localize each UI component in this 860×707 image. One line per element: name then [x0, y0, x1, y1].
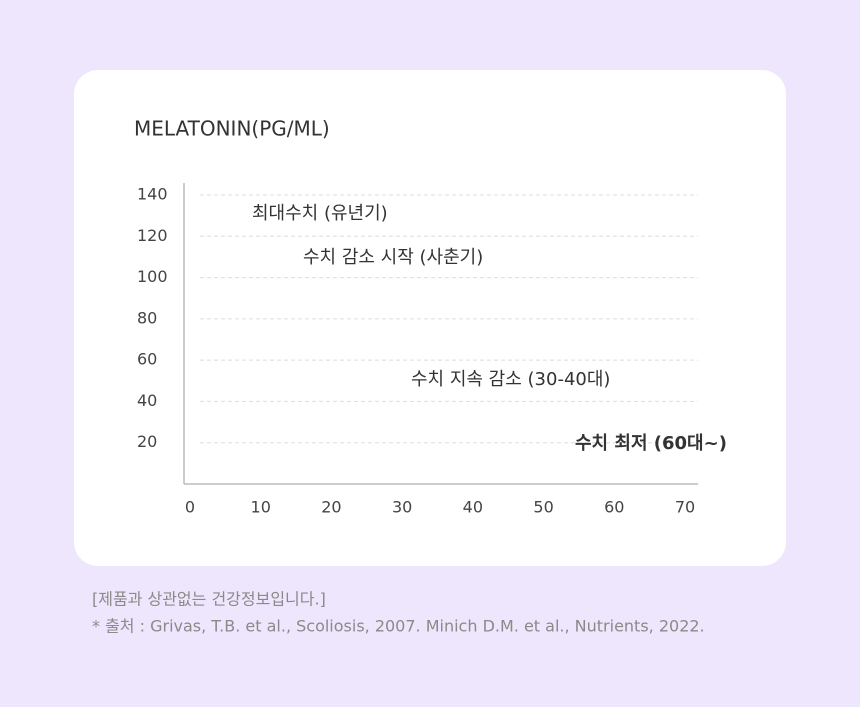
annotation: 최대수치 (유년기): [252, 203, 388, 224]
chart-title: MELATONIN(PG/ML): [134, 117, 330, 141]
y-tick-label: 100: [137, 267, 168, 286]
note: * 출처 : Grivas, T.B. et al., Scoliosis, 2…: [92, 617, 705, 636]
y-tick-label: 120: [137, 226, 168, 245]
x-tick-label: 70: [675, 498, 695, 517]
annotation: 수치 지속 감소 (30-40대): [411, 369, 610, 390]
x-tick-label: 0: [185, 498, 195, 517]
annotation: 수치 감소 시작 (사춘기): [303, 247, 483, 268]
y-tick-label: 60: [137, 350, 157, 369]
x-tick-label: 40: [463, 498, 483, 517]
y-tick-label: 40: [137, 391, 157, 410]
y-tick-label: 140: [137, 185, 168, 204]
x-tick-label: 10: [251, 498, 271, 517]
x-tick-label: 20: [321, 498, 341, 517]
y-tick-label: 20: [137, 432, 157, 451]
x-tick-label: 50: [533, 498, 553, 517]
note: [제품과 상관없는 건강정보입니다.]: [92, 590, 326, 609]
x-tick-label: 30: [392, 498, 412, 517]
x-tick-label: 60: [604, 498, 624, 517]
card: [74, 70, 786, 566]
y-tick-label: 80: [137, 308, 157, 327]
annotation: 수치 최저 (60대~): [575, 433, 727, 454]
